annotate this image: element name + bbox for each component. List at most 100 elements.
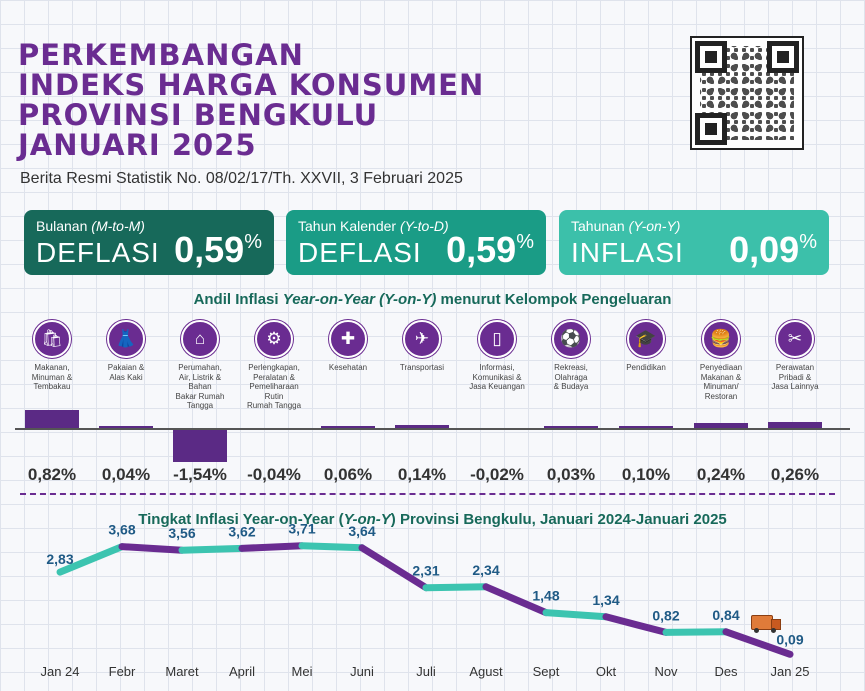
house-icon: ⌂ xyxy=(181,320,219,358)
category-label: Perumahan, Air, Listrik & Bahan Bakar Rumah… xyxy=(175,363,225,410)
line-value-label: 0,84 xyxy=(712,607,739,623)
bar-value-label: 0,24% xyxy=(696,465,746,484)
bar-value-label: 0,26% xyxy=(770,465,820,484)
category-label: Makanan, Minuman & Tembakau xyxy=(31,363,73,391)
andil-bar xyxy=(694,422,748,428)
qr-code[interactable] xyxy=(690,36,804,150)
line-value-label: 3,56 xyxy=(168,525,195,541)
category-label: Pendidikan xyxy=(626,363,666,372)
card-value: 0,59% xyxy=(174,229,262,270)
category-label: Transportasi xyxy=(399,363,445,372)
x-tick-label: Jan 24 xyxy=(40,664,79,679)
title-line: PERKEMBANGAN xyxy=(18,38,304,72)
card-label: Bulanan (M-to-M) xyxy=(36,218,145,234)
card-label: Tahun Kalender (Y-to-D) xyxy=(298,218,449,234)
burger-drink-icon: 🍔 xyxy=(702,320,740,358)
airplane-icon: ✈ xyxy=(403,320,441,358)
card-label: Tahunan (Y-on-Y) xyxy=(571,218,681,234)
x-tick-label: Juni xyxy=(350,664,374,679)
andil-bar xyxy=(544,426,598,428)
line-segment xyxy=(662,628,730,636)
bar-value-label: 0,04% xyxy=(101,465,151,484)
card-kind: DEFLASI xyxy=(36,237,160,268)
grocery-bag-icon: 🛍 xyxy=(33,320,71,358)
line-segment xyxy=(238,542,306,552)
card-kind: DEFLASI xyxy=(298,237,422,268)
bar-value-label: -0,04% xyxy=(247,465,301,484)
x-tick-label: Febr xyxy=(109,664,136,679)
card-year-on-year: Tahunan (Y-on-Y) INFLASI 0,09% xyxy=(559,210,829,275)
andil-bar xyxy=(99,426,153,428)
bar-baseline xyxy=(15,428,850,430)
andil-bar xyxy=(25,409,79,428)
category-label: Perlengkapan, Peralatan & Pemeliharaan Ruti… xyxy=(246,363,302,410)
line-segment xyxy=(298,542,366,552)
x-tick-label: Agust xyxy=(469,664,503,679)
graduation-cap-icon: 🎓 xyxy=(627,320,665,358)
andil-bar xyxy=(768,422,822,428)
category-label: Kesehatan xyxy=(328,363,368,372)
line-segment xyxy=(358,544,430,592)
line-chart-title: Tingkat Inflasi Year-on-Year (Y-on-Y) Pr… xyxy=(138,511,727,528)
qr-finder-pattern xyxy=(767,41,799,73)
line-value-label: 3,62 xyxy=(228,523,255,539)
line-value-label: 3,68 xyxy=(108,522,135,538)
release-subtitle: Berita Resmi Statistik No. 08/02/17/Th. … xyxy=(20,170,463,187)
title-line: JANUARI 2025 xyxy=(18,128,257,162)
category-label: Perawatan Pribadi & Jasa Lainnya xyxy=(771,363,819,391)
line-segment xyxy=(178,544,246,554)
page-title: PERKEMBANGAN INDEKS HARGA KONSUMEN PROVI… xyxy=(18,40,484,160)
bar-value-label: 0,03% xyxy=(546,465,596,484)
line-value-label: 2,83 xyxy=(46,551,73,567)
bar-value-label: -1,54% xyxy=(173,465,227,484)
andil-bar xyxy=(321,426,375,428)
category-label: Pakaian & Alas Kaki xyxy=(107,363,145,382)
card-value: 0,09% xyxy=(729,229,817,270)
line-value-label: 3,71 xyxy=(288,521,315,537)
line-segment xyxy=(602,613,670,636)
x-tick-label: Juli xyxy=(416,664,436,679)
line-value-label: 1,48 xyxy=(532,588,559,604)
bar-value-label: -0,02% xyxy=(470,465,524,484)
football-player-icon: ⚽ xyxy=(552,320,590,358)
scissors-comb-icon: ✂ xyxy=(776,320,814,358)
andil-bar xyxy=(619,425,673,428)
line-value-label: 2,34 xyxy=(472,562,499,578)
x-tick-label: Mei xyxy=(292,664,313,679)
line-segment xyxy=(722,628,794,658)
category-label: Informasi, Komunikasi & Jasa Keuangan xyxy=(469,363,525,391)
line-segment xyxy=(482,583,550,617)
line-value-label: 3,64 xyxy=(348,523,375,539)
dress-icon: 👗 xyxy=(107,320,145,358)
card-year-to-date: Tahun Kalender (Y-to-D) DEFLASI 0,59% xyxy=(286,210,546,275)
x-tick-label: April xyxy=(229,664,255,679)
qr-finder-pattern xyxy=(695,41,727,73)
x-tick-label: Jan 25 xyxy=(770,664,809,679)
category-label: Rekreasi, Olahraga & Budaya xyxy=(553,363,589,391)
x-tick-label: Des xyxy=(714,664,738,679)
andil-bar xyxy=(395,424,449,428)
x-tick-label: Sept xyxy=(533,664,560,679)
bar-value-label: 0,06% xyxy=(323,465,373,484)
andil-bar xyxy=(173,428,227,463)
appliance-icon: ⚙ xyxy=(255,320,293,358)
line-segment xyxy=(118,543,186,554)
x-tick-label: Nov xyxy=(654,664,678,679)
x-tick-label: Maret xyxy=(165,664,199,679)
bar-value-label: 0,82% xyxy=(27,465,77,484)
line-value-label: 1,34 xyxy=(592,592,619,608)
card-monthly: Bulanan (M-to-M) DEFLASI 0,59% xyxy=(24,210,274,275)
line-segment xyxy=(422,583,490,592)
line-value-label: 0,09 xyxy=(776,631,803,647)
line-value-label: 2,31 xyxy=(412,563,439,579)
first-aid-kit-icon: ✚ xyxy=(329,320,367,358)
category-label: Penyediaan Makanan & Minuman/Restoran xyxy=(699,363,743,401)
line-segment xyxy=(542,609,610,621)
qr-finder-pattern xyxy=(695,113,727,145)
section-divider xyxy=(20,493,835,495)
card-kind: INFLASI xyxy=(571,237,684,268)
title-line: INDEKS HARGA KONSUMEN xyxy=(18,68,485,102)
bar-value-label: 0,14% xyxy=(397,465,447,484)
bar-value-label: 0,10% xyxy=(621,465,671,484)
title-line: PROVINSI BENGKULU xyxy=(18,98,379,132)
